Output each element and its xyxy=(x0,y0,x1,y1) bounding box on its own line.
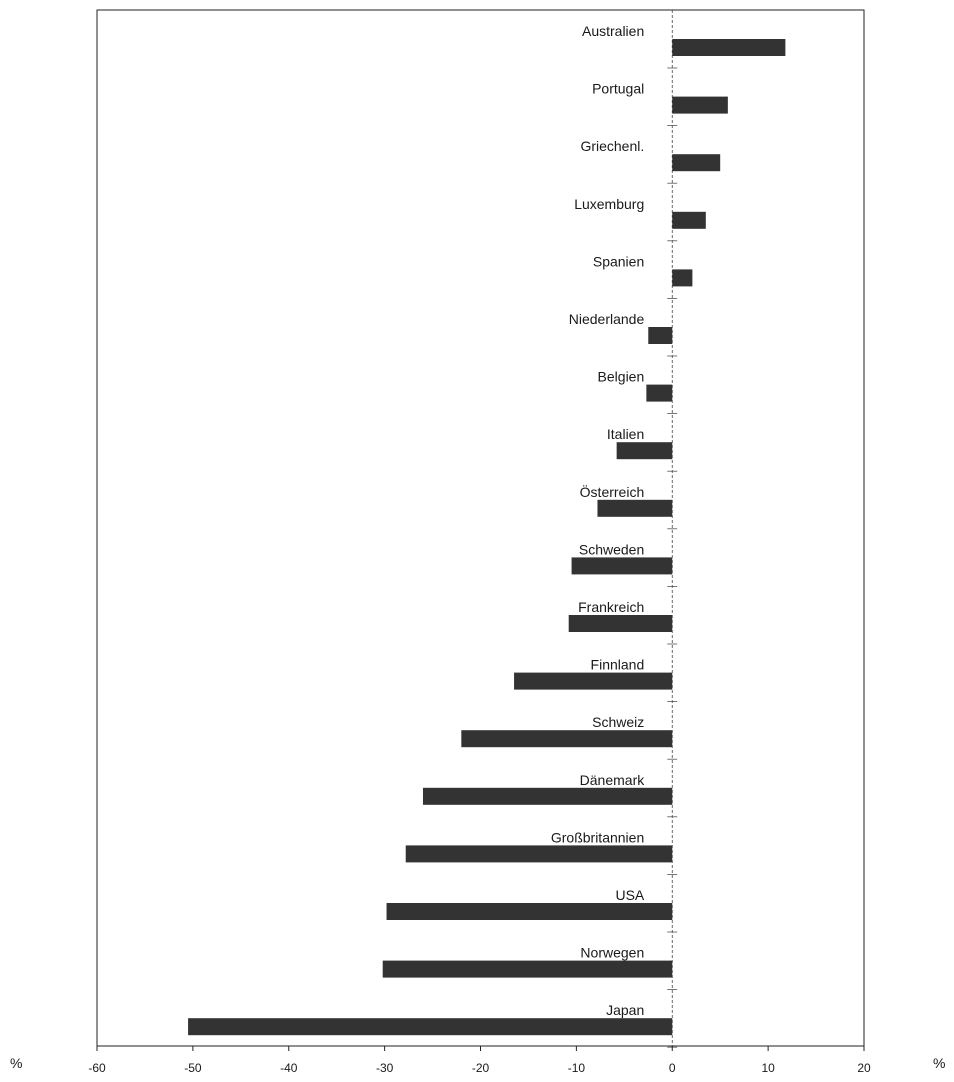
category-label: Großbritannien xyxy=(551,829,644,845)
x-unit-right: % xyxy=(933,1055,945,1071)
zero-axis-ticks xyxy=(667,67,678,1048)
bar xyxy=(597,499,673,517)
bar xyxy=(568,615,673,632)
bar xyxy=(672,39,786,56)
category-label: Norwegen xyxy=(580,945,644,961)
category-label: Österreich xyxy=(580,483,645,500)
bar xyxy=(188,1018,673,1036)
bar xyxy=(461,730,673,748)
bar xyxy=(672,96,728,114)
bar xyxy=(616,442,673,460)
bar xyxy=(646,384,673,402)
bar xyxy=(514,672,673,690)
category-label: Australien xyxy=(582,23,644,39)
x-tick-label: -60 xyxy=(88,1061,106,1075)
x-unit-left: % xyxy=(10,1055,22,1071)
x-tick-label: -20 xyxy=(472,1061,490,1075)
category-label: Japan xyxy=(606,1002,644,1018)
x-tick-label: 0 xyxy=(669,1061,676,1075)
category-label: Dänemark xyxy=(580,772,646,788)
category-label: USA xyxy=(615,887,644,903)
x-tick-label: -30 xyxy=(376,1061,394,1075)
category-label: Schweiz xyxy=(592,714,644,730)
category-label: Luxemburg xyxy=(574,196,644,212)
bar xyxy=(382,960,673,978)
bars-group xyxy=(188,39,786,1036)
x-tick-label: -50 xyxy=(184,1061,202,1075)
bar xyxy=(422,787,673,805)
x-tick-label: -40 xyxy=(280,1061,298,1075)
bar xyxy=(672,154,721,172)
category-labels: Australien Portugal Griechenl. Luxemburg Spa… xyxy=(551,23,645,1018)
x-tick-label: -10 xyxy=(568,1061,586,1075)
bar xyxy=(571,557,673,575)
category-label: Finnland xyxy=(591,657,645,673)
category-label: Frankreich xyxy=(578,599,644,615)
category-label: Niederlande xyxy=(569,311,645,327)
bar xyxy=(672,269,693,287)
plot-frame xyxy=(96,9,865,1047)
x-tick-label: 20 xyxy=(857,1061,871,1075)
bar xyxy=(405,845,673,863)
category-label: Italien xyxy=(607,426,644,442)
category-label: Schweden xyxy=(579,541,644,557)
bar xyxy=(672,211,706,229)
category-label: Griechenl. xyxy=(580,138,644,154)
x-tick-label: 10 xyxy=(761,1061,775,1075)
bar xyxy=(386,903,673,920)
x-axis-ticks: -60 -50 -40 -30 -20 -10 0 10 20 xyxy=(88,1046,871,1075)
category-label: Portugal xyxy=(592,81,644,97)
category-label: Belgien xyxy=(598,369,645,385)
category-label: Spanien xyxy=(593,253,644,269)
bar xyxy=(648,327,673,344)
